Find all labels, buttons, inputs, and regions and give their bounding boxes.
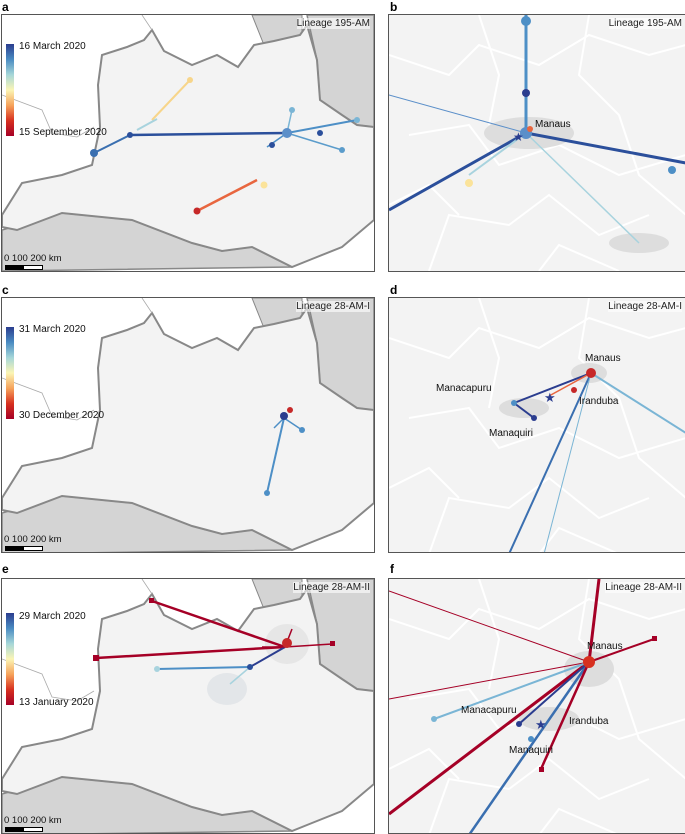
zoom-map: ★ [389,298,685,552]
city-label-manaus: Manaus [535,119,571,130]
map-panel-d: ★ Manaus Manacapuru Iranduba Manaquiri L… [388,297,685,553]
zoom-map: ★ [389,579,685,833]
svg-text:★: ★ [513,130,524,144]
lineage-title: Lineage 28-AM-II [293,582,370,593]
lineage-title: Lineage 195-AM [296,18,370,29]
map-panel-a: 16 March 2020 15 September 2020 Lineage … [1,14,375,272]
city-label-manaus: Manaus [587,641,623,652]
location-points: ★ [465,16,676,187]
colour-scale-bar [6,613,14,705]
transmission-lines [266,417,303,494]
scale-label: 0 100 200 km [4,534,62,545]
map-panel-f: ★ Manaus Manacapuru Iranduba Manaquiri L… [388,578,685,834]
city-label-manaquiri: Manaquiri [509,745,553,756]
lineage-title: Lineage 28-AM-I [296,301,370,312]
city-label-manacapuru: Manacapuru [461,705,517,716]
panel-label-c: c [2,283,9,297]
transmission-lines [95,599,333,685]
scale-bar [5,265,43,270]
panel-label-e: e [2,562,9,576]
lineage-title: Lineage 28-AM-II [605,582,682,593]
panel-label-d: d [390,283,398,297]
scale-bar [5,546,43,551]
transmission-lines [389,579,655,833]
legend-end-date: 13 January 2020 [19,697,94,708]
state-map [2,298,374,552]
scale-bar [5,827,43,832]
location-points [90,77,360,215]
city-label-manacapuru: Manacapuru [436,383,492,394]
map-panel-e: 29 March 2020 13 January 2020 Lineage 28… [1,578,375,834]
state-map [2,579,374,833]
map-panel-c: 31 March 2020 30 December 2020 Lineage 2… [1,297,375,553]
zoom-map: ★ [389,15,685,271]
panel-label-b: b [390,0,398,14]
legend-start-date: 29 March 2020 [19,611,86,622]
svg-text:★: ★ [535,717,547,732]
svg-text:★: ★ [544,390,556,405]
location-points [264,407,305,496]
city-label-manaquiri: Manaquiri [489,428,533,439]
city-label-iranduba: Iranduba [579,396,619,407]
lineage-title: Lineage 195-AM [608,18,682,29]
legend-end-date: 30 December 2020 [19,410,105,421]
state-map [2,15,374,271]
location-points: ★ [511,368,596,421]
transmission-lines [389,15,685,244]
legend-start-date: 31 March 2020 [19,324,86,335]
panel-label-f: f [390,562,394,576]
colour-scale-bar [6,327,14,419]
colour-scale-bar [6,44,14,136]
transmission-lines [508,372,685,552]
scale-label: 0 100 200 km [4,253,62,264]
panel-label-a: a [2,0,9,14]
city-label-manaus: Manaus [585,353,621,364]
map-panel-b: ★ Manaus Lineage 195-AM [388,14,685,272]
lineage-title: Lineage 28-AM-I [608,301,682,312]
city-label-iranduba: Iranduba [569,716,609,727]
location-points [93,598,335,672]
legend-end-date: 15 September 2020 [19,127,107,138]
legend-start-date: 16 March 2020 [19,41,86,52]
location-points: ★ [431,636,657,772]
scale-label: 0 100 200 km [4,815,62,826]
